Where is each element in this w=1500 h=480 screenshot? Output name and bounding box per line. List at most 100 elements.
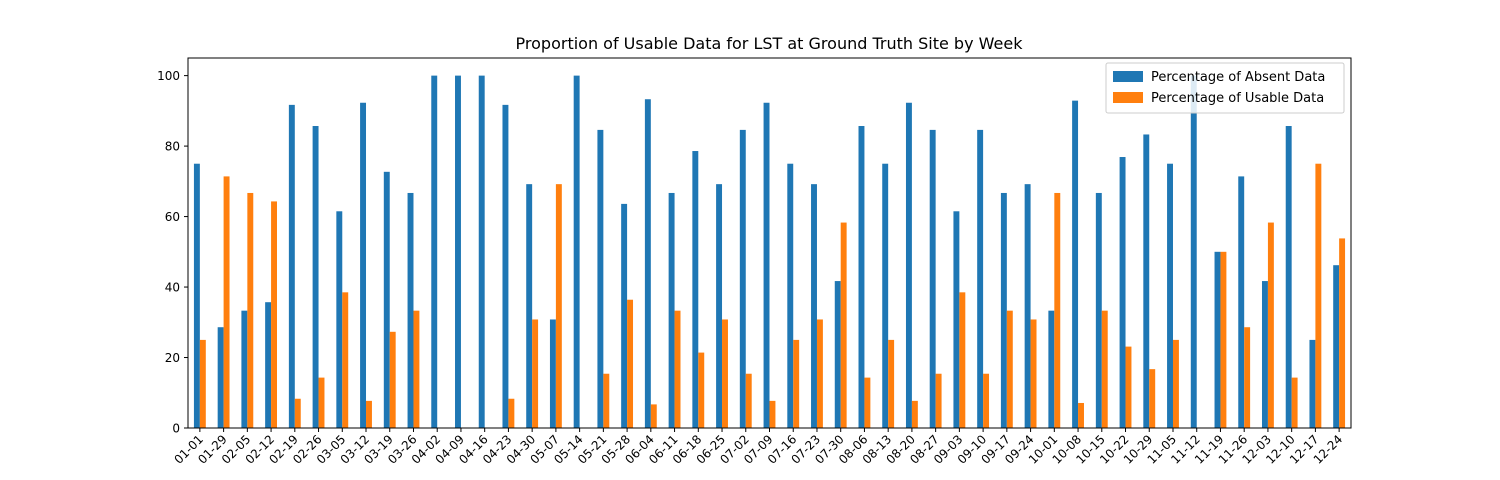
bar-absent-11-19 [1214,251,1221,428]
bar-usable-03-12 [366,400,372,428]
bar-absent-04-09 [455,75,461,429]
bar-absent-08-13 [882,163,889,428]
bar-usable-04-23 [508,398,515,428]
bar-absent-03-26 [407,192,414,428]
bar-usable-05-07 [555,184,562,428]
bar-absent-02-05 [241,310,248,428]
y-tick-label-0: 0 [172,422,180,436]
bar-absent-02-12 [265,302,272,428]
bar-absent-07-23 [811,184,817,428]
bar-absent-05-14 [573,75,580,429]
bar-usable-08-13 [888,339,895,428]
bar-absent-12-03 [1261,281,1268,428]
bar-absent-05-07 [549,319,556,428]
bar-usable-08-20 [911,400,918,428]
bar-absent-12-24 [1333,265,1340,428]
bar-absent-10-29 [1143,134,1150,428]
bar-usable-07-09 [769,400,776,428]
bar-absent-07-02 [739,129,746,428]
bar-usable-12-17 [1315,163,1322,428]
bar-usable-06-18 [698,352,705,428]
bar-usable-11-26 [1244,327,1251,428]
bar-absent-04-16 [478,75,485,429]
bar-absent-05-21 [597,129,604,428]
bar-absent-01-01 [193,163,200,428]
bar-absent-02-26 [312,126,319,428]
bar-absent-07-30 [834,281,841,428]
bar-absent-03-05 [336,211,343,428]
y-tick-label-80: 80 [165,140,180,154]
bar-usable-07-02 [745,373,752,428]
bar-usable-12-10 [1291,377,1298,428]
bar-absent-09-03 [953,211,960,428]
bar-usable-10-01 [1054,192,1061,428]
bar-absent-07-09 [763,102,770,428]
bar-usable-09-17 [1006,310,1013,428]
bar-absent-09-24 [1024,184,1031,428]
bar-usable-04-30 [532,319,539,428]
y-tick-label-60: 60 [165,210,180,224]
bar-absent-03-19 [383,171,390,428]
y-tick-label-40: 40 [165,281,180,295]
bar-absent-02-19 [288,104,295,429]
bar-usable-06-25 [722,319,728,428]
bar-usable-01-29 [223,176,230,428]
bar-absent-10-15 [1095,192,1102,428]
bar-usable-07-30 [840,222,847,428]
bar-absent-09-17 [1000,192,1007,428]
bar-usable-01-01 [199,339,206,428]
bar-usable-09-03 [959,292,966,428]
bar-usable-11-05 [1172,339,1179,428]
bar-usable-02-19 [294,398,301,428]
bars-layer [193,75,1346,429]
bar-usable-03-26 [413,310,420,428]
chart-title: Proportion of Usable Data for LST at Gro… [516,34,1024,53]
bar-absent-04-30 [526,184,533,428]
bar-usable-08-27 [935,373,942,428]
bar-absent-10-22 [1119,157,1126,428]
bar-usable-05-28 [627,299,634,428]
bar-absent-01-29 [217,327,224,428]
bar-absent-06-04 [644,99,651,428]
bar-absent-08-20 [905,102,912,428]
x-axis: 01-0101-2902-0502-1202-1902-2603-0503-12… [171,428,1345,467]
bar-absent-12-17 [1309,339,1316,428]
bar-usable-10-29 [1149,369,1156,428]
bar-absent-06-25 [716,184,723,428]
bar-absent-06-18 [692,151,699,428]
bar-usable-05-21 [603,373,610,428]
bar-usable-10-15 [1101,310,1108,428]
y-tick-label-100: 100 [157,69,180,83]
bar-usable-07-16 [793,339,800,428]
bar-absent-09-10 [977,129,984,428]
bar-usable-09-10 [983,373,990,428]
bar-absent-06-11 [668,192,675,428]
bar-usable-09-24 [1030,319,1037,428]
bar-absent-10-08 [1072,100,1079,428]
legend-label-absent: Percentage of Absent Data [1151,70,1325,85]
bar-usable-03-05 [342,292,349,428]
bar-absent-04-23 [502,104,509,429]
bar-usable-07-23 [816,319,823,428]
bar-absent-11-05 [1167,163,1173,428]
bar-absent-05-28 [621,203,628,428]
bar-absent-07-16 [787,163,794,428]
bar-absent-03-12 [360,102,367,428]
y-axis: 0 20 40 60 80 100 [157,69,188,436]
bar-usable-10-08 [1078,402,1084,428]
bar-usable-12-03 [1267,222,1274,428]
bar-usable-08-06 [864,377,871,428]
bar-absent-08-06 [858,126,865,428]
bar-usable-12-24 [1339,238,1346,428]
bar-absent-10-01 [1048,310,1055,428]
legend-label-usable: Percentage of Usable Data [1151,91,1324,106]
bar-absent-04-02 [431,75,438,429]
bar-usable-06-11 [674,310,681,428]
legend: Percentage of Absent Data Percentage of U… [1105,62,1345,114]
bar-usable-02-05 [247,192,254,428]
bar-usable-10-22 [1125,346,1132,428]
bar-absent-12-10 [1285,126,1292,428]
legend-swatch-usable [1113,92,1143,103]
legend-swatch-absent [1113,71,1143,82]
